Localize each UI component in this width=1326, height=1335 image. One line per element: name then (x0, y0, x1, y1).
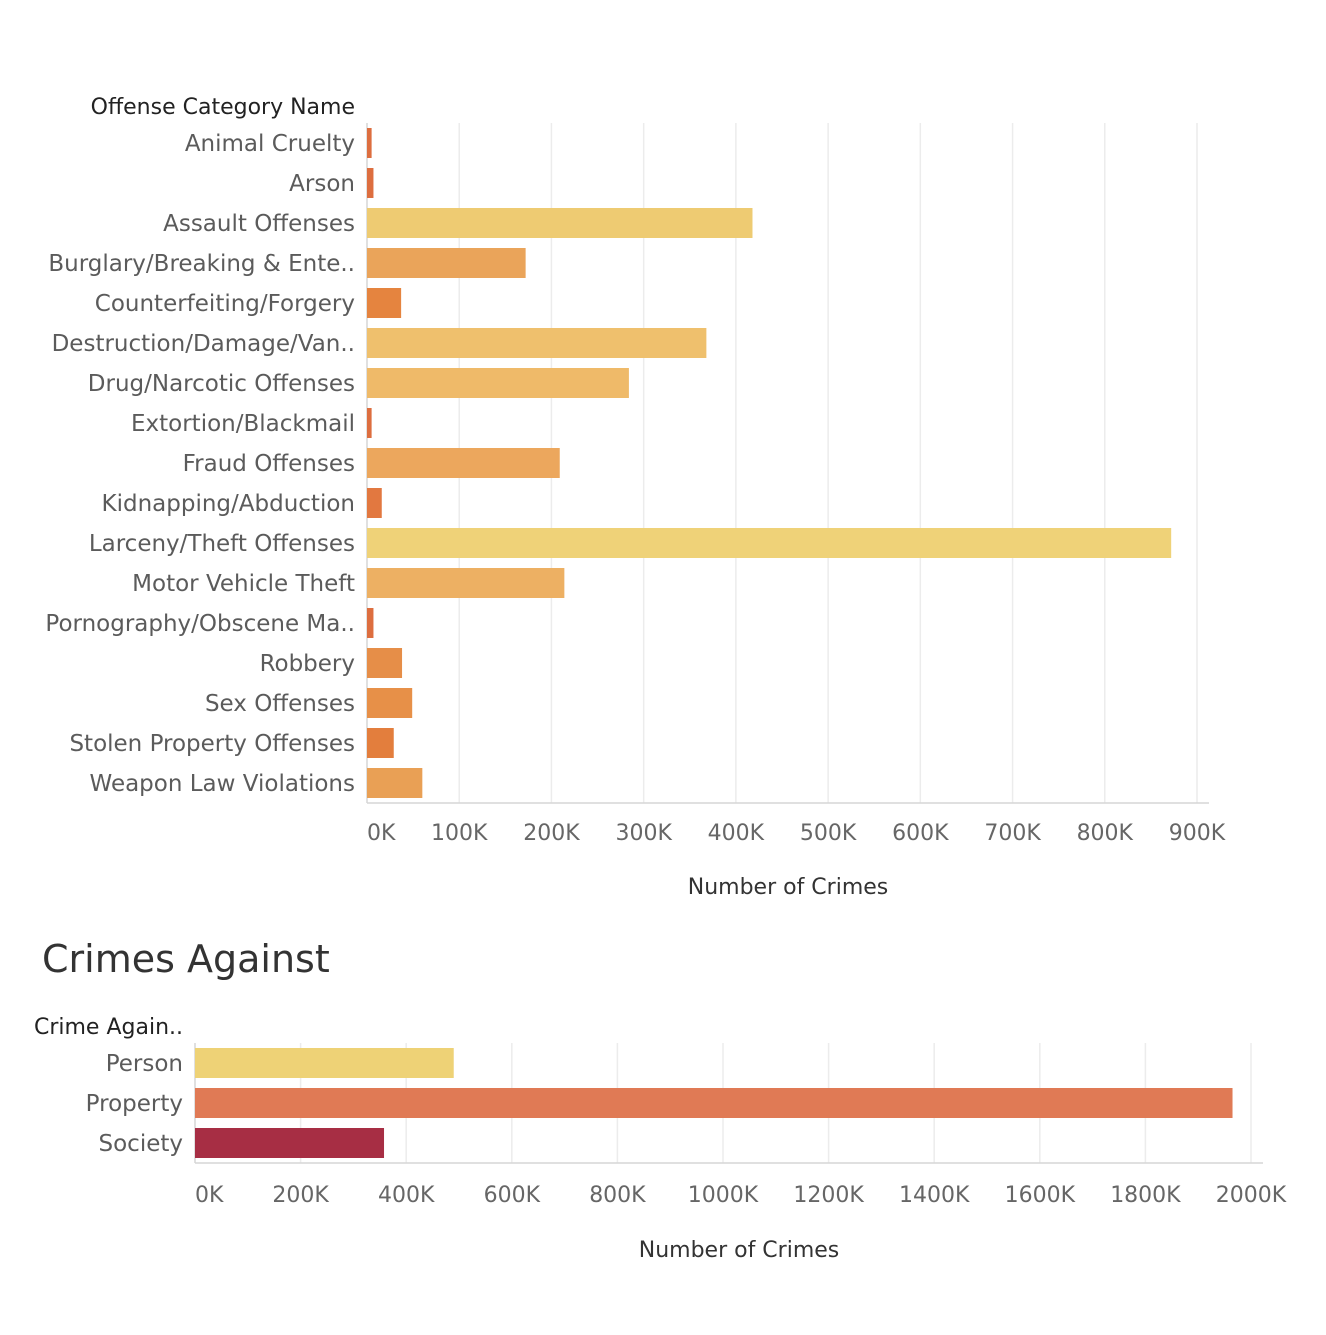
x-tick-label: 0K (367, 821, 396, 846)
category-label: Extortion/Blackmail (131, 411, 355, 437)
x-tick-label: 500K (800, 821, 857, 846)
x-tick-label: 400K (378, 1183, 435, 1208)
category-label: Robbery (260, 651, 355, 677)
bar-motor-vehicle-theft[interactable] (367, 568, 565, 598)
bar-sex-offenses[interactable] (367, 688, 413, 718)
x-tick-label: 100K (431, 821, 488, 846)
x-tick-label: 1600K (1005, 1183, 1076, 1208)
x-tick-label: 600K (484, 1183, 541, 1208)
bar-counterfeiting-forgery[interactable] (367, 288, 402, 318)
bar-burglary-breaking-ente[interactable] (367, 248, 526, 278)
crimes-against-x-ticks: 0K 200K 400K 600K 800K 1000K 1200K 1400K 1600K 18… (195, 1183, 1287, 1208)
crimes-against-x-axis-title: Number of Crimes (639, 1238, 840, 1263)
bar-society[interactable] (195, 1128, 385, 1158)
x-tick-label: 300K (615, 821, 672, 846)
category-label: Animal Cruelty (185, 131, 355, 157)
category-label: Arson (289, 171, 355, 197)
x-tick-label: 700K (984, 821, 1041, 846)
offense-category-chart: Offense Category Name Animal Cruelty Arso… (45, 95, 1225, 900)
x-tick-label: 1400K (899, 1183, 970, 1208)
bar-arson[interactable] (367, 168, 374, 198)
crimes-against-title: Crimes Against (42, 937, 330, 981)
x-tick-label: 1000K (688, 1183, 759, 1208)
bar-extortion-blackmail[interactable] (367, 408, 372, 438)
category-label: Property (86, 1091, 183, 1117)
bar-larceny-theft-offenses[interactable] (367, 528, 1172, 558)
category-label: Motor Vehicle Theft (132, 571, 355, 597)
category-label: Destruction/Damage/Van.. (52, 331, 355, 357)
bar-pornography-obscene-ma[interactable] (367, 608, 374, 638)
category-label: Assault Offenses (163, 211, 355, 237)
crimes-against-category-labels: Person Property Society (86, 1051, 183, 1157)
x-tick-label: 1200K (793, 1183, 864, 1208)
category-label: Counterfeiting/Forgery (95, 291, 355, 317)
crimes-against-bars (195, 1048, 1233, 1158)
x-tick-label: 900K (1169, 821, 1226, 846)
x-tick-label: 0K (195, 1183, 224, 1208)
category-label: Pornography/Obscene Ma.. (45, 611, 355, 637)
x-tick-label: 600K (892, 821, 949, 846)
bar-property[interactable] (195, 1088, 1233, 1118)
x-tick-label: 800K (1077, 821, 1134, 846)
crimes-against-header: Crime Again.. (34, 1015, 183, 1040)
offense-category-labels: Animal Cruelty Arson Assault Offenses Burgl… (45, 131, 355, 797)
x-tick-label: 2000K (1216, 1183, 1287, 1208)
bar-destruction-damage-van[interactable] (367, 328, 707, 358)
offense-bars (367, 128, 1172, 798)
offense-category-header: Offense Category Name (91, 95, 355, 120)
bar-animal-cruelty[interactable] (367, 128, 372, 158)
category-label: Weapon Law Violations (90, 771, 355, 797)
category-label: Society (99, 1131, 184, 1157)
category-label: Kidnapping/Abduction (102, 491, 355, 517)
bar-stolen-property-offenses[interactable] (367, 728, 394, 758)
bar-drug-narcotic-offenses[interactable] (367, 368, 629, 398)
bar-assault-offenses[interactable] (367, 208, 753, 238)
x-tick-label: 800K (589, 1183, 646, 1208)
category-label: Burglary/Breaking & Ente.. (48, 251, 355, 277)
category-label: Drug/Narcotic Offenses (88, 371, 355, 397)
category-label: Stolen Property Offenses (69, 731, 355, 757)
bar-fraud-offenses[interactable] (367, 448, 560, 478)
x-tick-label: 200K (523, 821, 580, 846)
category-label: Person (106, 1051, 183, 1077)
x-tick-label: 200K (272, 1183, 329, 1208)
x-tick-label: 400K (708, 821, 765, 846)
bar-person[interactable] (195, 1048, 454, 1078)
category-label: Larceny/Theft Offenses (89, 531, 355, 557)
bar-robbery[interactable] (367, 648, 403, 678)
x-tick-label: 1800K (1110, 1183, 1181, 1208)
bar-kidnapping-abduction[interactable] (367, 488, 382, 518)
bar-weapon-law-violations[interactable] (367, 768, 423, 798)
crimes-against-chart: Crimes Against Crime Again.. Person Prope… (34, 937, 1287, 1263)
category-label: Sex Offenses (205, 691, 355, 717)
offense-x-ticks: 0K 100K 200K 300K 400K 500K 600K 700K 800K 900K (367, 821, 1226, 846)
offense-x-axis-title: Number of Crimes (688, 875, 889, 900)
category-label: Fraud Offenses (183, 451, 355, 477)
